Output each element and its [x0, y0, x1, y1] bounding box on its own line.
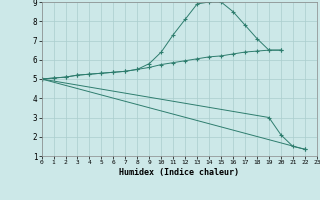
- X-axis label: Humidex (Indice chaleur): Humidex (Indice chaleur): [119, 168, 239, 177]
